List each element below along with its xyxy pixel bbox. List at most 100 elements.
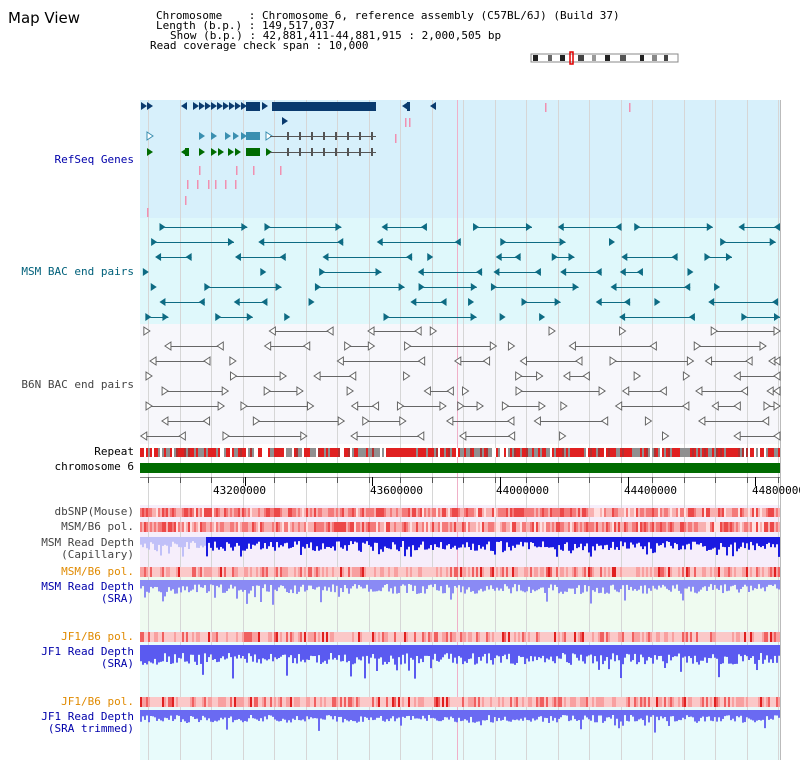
repeat-segment <box>248 448 250 457</box>
jf1-trim-depth-bar <box>656 710 658 717</box>
msm-pol-cell <box>508 522 510 532</box>
jf1-sra-depth-bar <box>272 645 274 662</box>
msm-capillary-depth-bar <box>514 537 516 548</box>
msm-pol-cell <box>442 522 444 532</box>
jf1-trim-depth-bar <box>214 710 216 721</box>
msm-pol-cell <box>714 522 716 532</box>
jf1-pol-cell <box>594 632 596 642</box>
msm-pol-cell <box>334 567 336 577</box>
repeat-segment <box>328 448 330 457</box>
msm-pol-cell <box>302 567 304 577</box>
jf1-sra-depth-bar <box>610 645 612 660</box>
jf1-pol-cell <box>218 697 220 707</box>
jf1-sra-depth-bar <box>254 645 256 655</box>
repeat-segment <box>508 448 510 457</box>
track-label-jf1-pol-2[interactable]: JF1/B6 pol. <box>61 695 134 708</box>
msm-pol-cell <box>726 522 728 532</box>
msm-pol-cell <box>250 522 252 532</box>
jf1-trim-depth-bar <box>450 710 452 717</box>
dbsnp-density-cell <box>478 508 480 517</box>
track-label-chromosome[interactable]: chromosome 6 <box>54 460 134 473</box>
msm-sra-depth-bar <box>606 580 608 593</box>
dbsnp-density-cell <box>174 508 176 517</box>
jf1-pol-cell <box>738 697 740 707</box>
track-label-b6n-bac[interactable]: B6N BAC end pairs <box>21 378 134 391</box>
jf1-trim-depth-bar <box>596 710 598 723</box>
msm-pol-cell <box>626 567 628 577</box>
track-label-msm-pol-1[interactable]: MSM/B6 pol. <box>61 520 134 533</box>
track-label-msm-depth-sra[interactable]: MSM Read Depth (SRA) <box>41 581 134 605</box>
msm-pol-cell <box>654 567 656 577</box>
msm-sra-depth-bar <box>470 580 472 592</box>
repeat-segment <box>490 448 492 457</box>
msm-sra-depth-bar <box>588 580 590 587</box>
track-label-repeat[interactable]: Repeat <box>94 445 134 458</box>
jf1-trim-depth-bar <box>428 710 430 716</box>
jf1-pol-cell <box>296 697 298 707</box>
jf1-pol-cell <box>196 632 198 642</box>
msm-sra-depth-bar <box>418 580 420 594</box>
msm-sra-depth-bar <box>310 580 312 586</box>
dbsnp-density-cell <box>170 508 172 517</box>
repeat-segment <box>700 448 702 457</box>
msm-sra-depth-bar <box>468 580 470 588</box>
track-label-dbsnp[interactable]: dbSNP(Mouse) <box>54 505 134 518</box>
dbsnp-density-cell <box>440 508 442 517</box>
msm-pol-cell <box>758 522 760 532</box>
track-label-msm-depth-cap[interactable]: MSM Read Depth (Capillary) <box>41 537 134 561</box>
b6n-bac-end <box>489 341 498 351</box>
msm-sra-depth-bar <box>196 580 198 593</box>
jf1-sra-depth-bar <box>278 645 280 659</box>
track-label-msm-pol-2[interactable]: MSM/B6 pol. <box>61 565 134 578</box>
msm-pol-cell <box>720 522 722 532</box>
jf1-pol-cell <box>262 632 264 642</box>
msm-pol-cell <box>676 522 678 532</box>
jf1-sra-depth-bar <box>268 645 270 660</box>
jf1-sra-depth-bar <box>674 645 676 657</box>
jf1-pol-cell <box>390 632 392 642</box>
repeat-segment <box>176 448 178 457</box>
track-label-jf1-pol-1[interactable]: JF1/B6 pol. <box>61 630 134 643</box>
jf1-sra-depth-bar <box>508 645 510 654</box>
gene-exon-tick <box>359 148 361 156</box>
jf1-pol-cell <box>486 632 488 642</box>
track-label-jf1-depth-trim[interactable]: JF1 Read Depth (SRA trimmed) <box>41 711 134 735</box>
msm-sra-depth-bar <box>292 580 294 594</box>
jf1-trim-depth-bar <box>296 710 298 717</box>
msm-pol-cell <box>554 522 556 532</box>
jf1-pol-cell <box>664 697 666 707</box>
jf1-sra-depth-bar <box>746 645 748 657</box>
msm-bac-end <box>514 253 521 261</box>
jf1-pol-cell <box>162 697 164 707</box>
jf1-sra-depth-bar <box>154 645 156 659</box>
gene-pseudo-mark <box>215 180 217 189</box>
jf1-pol-cell <box>150 697 152 707</box>
jf1-pol-cell <box>648 697 650 707</box>
dbsnp-density-cell <box>464 508 466 517</box>
repeat-segment <box>466 448 468 457</box>
jf1-pol-cell <box>766 697 768 707</box>
track-label-msm-bac[interactable]: MSM BAC end pairs <box>21 265 134 278</box>
dbsnp-density-cell <box>434 508 436 517</box>
msm-capillary-depth-bar <box>700 537 702 544</box>
jf1-pol-cell <box>300 697 302 707</box>
jf1-trim-depth-bar <box>354 710 356 722</box>
jf1-pol-cell <box>170 632 172 642</box>
repeat-segment <box>352 448 354 457</box>
msm-bac-end <box>308 298 315 306</box>
msm-bac-end <box>260 268 267 276</box>
msm-pol-cell <box>248 567 250 577</box>
msm-bac-end <box>142 268 149 276</box>
axis-tick-label: 43600000 <box>370 484 423 497</box>
repeat-segment <box>752 448 754 457</box>
msm-pol-cell <box>682 522 684 532</box>
msm-pol-cell <box>260 522 262 532</box>
msm-capillary-depth-bar <box>744 537 746 549</box>
msm-pol-cell <box>434 522 436 532</box>
jf1-trim-depth-bar <box>542 710 544 722</box>
track-label-refseq[interactable]: RefSeq Genes <box>54 153 134 166</box>
jf1-pol-cell <box>670 697 672 707</box>
jf1-trim-depth-bar <box>322 710 324 720</box>
track-label-jf1-depth-sra[interactable]: JF1 Read Depth (SRA) <box>41 646 134 670</box>
